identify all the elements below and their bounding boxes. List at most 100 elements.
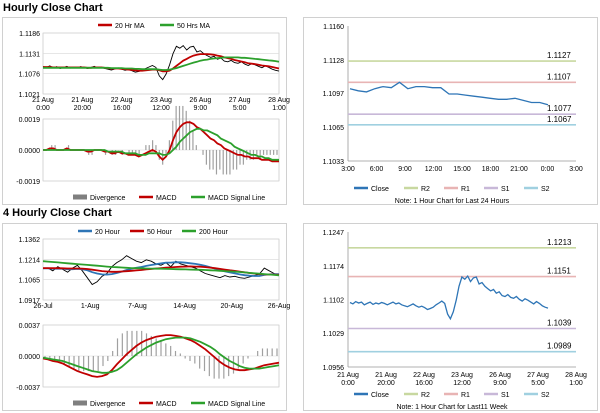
svg-hourly-left-xtick: 28 Aug	[268, 97, 290, 104]
svg-hourly-left-macd-series-macd-signal-line	[43, 127, 279, 161]
svg-hourly-right-xtick: 3:00	[341, 166, 355, 173]
svg-hourly-right-legend-label: S1	[501, 186, 510, 193]
svg-4h-left-macd-legend-label: MACD	[156, 401, 177, 408]
svg-4h-right-series-close	[349, 274, 549, 321]
svg-4h-left-macd-legend-label: MACD Signal Line	[208, 401, 265, 408]
svg-4h-right-xtick: 21 Aug	[337, 372, 359, 379]
svg-4h-right-xtick: 26 Aug	[489, 372, 511, 379]
svg-4h-right-xtick: 9:00	[493, 380, 507, 387]
svg-hourly-right-xtick: 9:00	[398, 166, 412, 173]
svg-4h-left-xtick: 26-Aug	[268, 303, 291, 310]
svg-4h-right-xtick: 22 Aug	[413, 372, 435, 379]
svg-hourly-left-macd-ytick: 0.0000	[19, 148, 41, 155]
svg-hourly-left-xtick: 21 Aug	[32, 97, 54, 104]
svg-hourly-left-xtick: 12:00	[152, 105, 170, 112]
svg-4h-left-macd-series-macd	[42, 334, 280, 378]
svg-4h-right-xtick: 27 Aug	[527, 372, 549, 379]
hourly-price-macd-panel: 20 Hr MA 50 Hrs MA 1.1186 1.1131 1.1076 1.102…	[2, 17, 290, 205]
svg-hourly-left-price-ytick: 1.1076	[19, 72, 41, 79]
svg-4h-right-ytick: 1.1102	[323, 297, 344, 304]
svg-hourly-left-xtick: 20:00	[74, 105, 92, 112]
svg-hourly-right-xtick: 21:00	[510, 166, 528, 173]
svg-4h-left-xtick: 14-Aug	[173, 303, 196, 310]
svg-4h-right-xtick: 28 Aug	[565, 372, 587, 379]
svg-4h-right-xtick: 5:00	[531, 380, 545, 387]
four-hourly-levels-chart: 1.1247 1.1174 1.1102 1.1029 1.0956 1.1213 1.11…	[323, 230, 587, 411]
svg-hourly-left-xtick: 23 Aug	[150, 97, 172, 104]
svg-4h-right-legend-label: R1	[461, 392, 470, 399]
svg-4h-left-price-ytick: 1.1214	[19, 257, 41, 264]
svg-4h-left-series-50-hour	[43, 265, 280, 276]
svg-4h-right-xtick: 1:00	[569, 380, 583, 387]
svg-hourly-right-xtick: 15:00	[453, 166, 471, 173]
svg-4h-right-legend-label: S1	[501, 392, 510, 399]
svg-hourly-right-series-close	[349, 81, 549, 106]
svg-hourly-right-ytick: 1.1097	[323, 91, 345, 98]
svg-hourly-left-price-ytick: 1.1021	[19, 92, 41, 99]
svg-hourly-left-macd-series-macd	[43, 121, 279, 163]
svg-hourly-left-series-50-hrs-ma	[43, 56, 280, 71]
svg-4h-left-xtick: 20-Aug	[221, 303, 244, 310]
svg-hourly-left-macd-legend-label: Divergence	[90, 195, 126, 202]
four-hourly-levels-panel: 1.1247 1.1174 1.1102 1.1029 1.0956 1.1213 1.11…	[303, 223, 598, 411]
svg-hourly-right-legend-label: Close	[371, 186, 389, 193]
svg-hourly-right-xtick: 0:00	[541, 166, 555, 173]
svg-hourly-right-level-label: 1.1127	[547, 51, 571, 60]
hourly-levels-chart: 1.1160 1.1128 1.1097 1.1065 1.1033 1.1127 1.11…	[323, 24, 583, 205]
four-hourly-section-title: 4 Hourly Close Chart	[3, 207, 112, 219]
svg-4h-left-macd-series-macd-signal-line	[42, 336, 280, 374]
svg-hourly-right-note: Note: 1 Hour Chart for Last 24 Hours	[395, 198, 510, 205]
svg-hourly-right-level-label: 1.1077	[547, 104, 572, 113]
svg-hourly-right-legend-label: R2	[421, 186, 430, 193]
svg-4h-right-legend-label: S2	[541, 392, 550, 399]
svg-hourly-right-ytick: 1.1128	[323, 58, 344, 65]
svg-4h-left-xtick: 7-Aug	[128, 303, 147, 310]
svg-hourly-left-xtick: 27 Aug	[229, 97, 251, 104]
svg-4h-left-macd-legend-label: Divergence	[90, 401, 126, 408]
svg-4h-right-level-label: 1.0989	[547, 342, 572, 351]
svg-hourly-left-xtick: 21 Aug	[71, 97, 93, 104]
svg-hourly-left-xtick: 0:00	[36, 105, 50, 112]
svg-hourly-right-xtick: 6:00	[370, 166, 384, 173]
svg-4h-left-macd-ytick: -0.0037	[16, 385, 40, 392]
svg-hourly-left-macd-legend-label: MACD Signal Line	[208, 195, 265, 202]
svg-hourly-right-ytick: 1.1065	[323, 125, 345, 132]
svg-hourly-left-price-ytick: 1.1186	[19, 31, 40, 38]
svg-4h-right-ytick: 1.0956	[323, 365, 345, 372]
svg-4h-left-series-price	[42, 255, 280, 286]
svg-hourly-left-legend-label: 20 Hr MA	[115, 23, 145, 30]
svg-hourly-right-ytick: 1.1033	[323, 159, 345, 166]
svg-hourly-left-series-20-hr-ma	[43, 53, 280, 73]
svg-4h-right-level-label: 1.1151	[547, 267, 571, 276]
svg-hourly-right-level-label: 1.1067	[547, 115, 572, 124]
svg-4h-right-ytick: 1.1174	[323, 264, 344, 271]
svg-4h-right-xtick: 12:00	[453, 380, 471, 387]
svg-hourly-left-price-ytick: 1.1131	[19, 51, 40, 58]
svg-4h-right-xtick: 21 Aug	[375, 372, 397, 379]
svg-4h-right-xtick: 23 Aug	[451, 372, 473, 379]
svg-4h-right-level-label: 1.1039	[547, 318, 572, 327]
hourly-levels-panel: 1.1160 1.1128 1.1097 1.1065 1.1033 1.1127 1.11…	[303, 17, 598, 205]
svg-hourly-left-xtick: 16:00	[113, 105, 131, 112]
hourly-section-title: Hourly Close Chart	[3, 2, 103, 14]
four-hourly-price-macd-chart: 20 Hour 50 Hour 200 Hour 1.1362 1.1214 1.1065…	[16, 229, 291, 408]
svg-hourly-right-xtick: 18:00	[482, 166, 500, 173]
svg-hourly-right-legend-label: S2	[541, 186, 550, 193]
svg-4h-right-ytick: 1.1247	[323, 230, 345, 237]
svg-4h-left-macd-ytick: 0.0000	[19, 354, 41, 361]
svg-4h-left-legend-label: 50 Hour	[147, 229, 173, 236]
svg-4h-left-xtick: 1-Aug	[81, 303, 100, 310]
svg-hourly-right-level-label: 1.1107	[547, 72, 571, 81]
svg-hourly-left-xtick: 1:00	[272, 105, 286, 112]
svg-4h-left-price-ytick: 1.0917	[19, 298, 41, 305]
svg-4h-left-macd-ytick: 0.0037	[19, 323, 41, 330]
hourly-price-macd-chart: 20 Hr MA 50 Hrs MA 1.1186 1.1131 1.1076 1.102…	[16, 23, 290, 202]
svg-4h-left-price-ytick: 1.1065	[19, 278, 41, 285]
svg-hourly-left-macd-ytick: -0.0019	[16, 179, 40, 186]
svg-4h-left-xtick: 26-Jul	[33, 303, 53, 310]
svg-4h-left-legend-label: 200 Hour	[199, 229, 228, 236]
svg-4h-right-note: Note: 1 Hour Chart for Last11 Week	[396, 404, 508, 411]
svg-hourly-left-macd-ytick: 0.0019	[19, 117, 41, 124]
svg-4h-right-xtick: 20:00	[377, 380, 395, 387]
